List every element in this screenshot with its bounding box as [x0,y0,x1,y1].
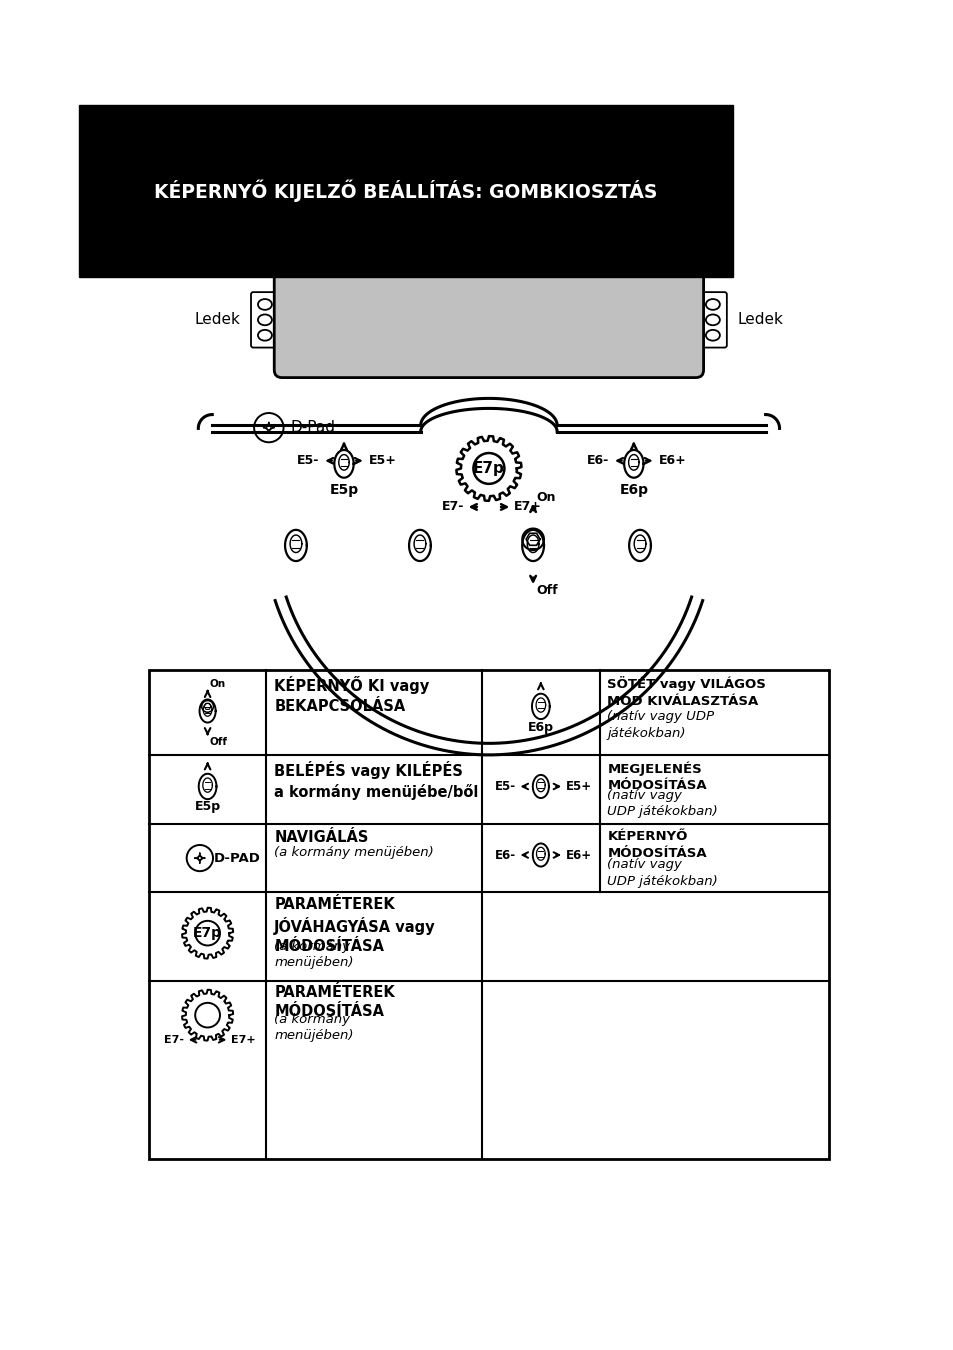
Bar [149,670,828,1160]
Text: E5p: E5p [329,483,358,497]
Text: E7-: E7- [164,1035,184,1045]
Text: E7p: E7p [193,926,222,940]
Text: On: On [210,679,226,688]
Text: NAVIGÁLÁS: NAVIGÁLÁS [274,830,368,845]
Text: E7+: E7+ [231,1035,255,1045]
Text: KÉPERNYŐ KIJELZŐ BEÁLLÍTÁS: GOMBKIOSZTÁS: KÉPERNYŐ KIJELZŐ BEÁLLÍTÁS: GOMBKIOSZTÁS [154,180,657,202]
Text: (natív vagy
UDP játékokban): (natív vagy UDP játékokban) [607,859,718,887]
Text: E6p: E6p [618,483,648,497]
Text: D-PAD: D-PAD [213,852,260,864]
Text: E6+: E6+ [658,454,685,467]
Text: On: On [536,491,555,504]
Text: KÉPERNYŐ KI vagy
BEKAPCSOLÁSA: KÉPERNYŐ KI vagy BEKAPCSOLÁSA [274,676,429,714]
Text: E6-: E6- [495,849,516,861]
Text: (a kormány
menüjében): (a kormány menüjében) [274,940,354,969]
Text: Ledek: Ledek [465,234,512,248]
Text: MEGJELENÉS
MÓDOSÍTÁSA: MEGJELENÉS MÓDOSÍTÁSA [607,761,706,792]
Text: E5+: E5+ [369,454,396,467]
Text: E7p: E7p [473,460,504,477]
FancyBboxPatch shape [274,201,703,378]
Text: E5-: E5- [495,780,516,792]
Text: (natív vagy
UDP játékokban): (natív vagy UDP játékokban) [607,788,718,818]
Circle shape [473,454,504,483]
Text: SÖTÉT vagy VILÁGOS
MÓD KIVÁLASZTÁSA: SÖTÉT vagy VILÁGOS MÓD KIVÁLASZTÁSA [607,676,765,707]
Text: E7-: E7- [441,501,464,513]
Text: BELÉPÉS vagy KILÉPÉS
a kormány menüjébe/ből: BELÉPÉS vagy KILÉPÉS a kormány menüjébe/… [274,761,478,801]
Text: (a kormány menüjében): (a kormány menüjében) [274,845,434,859]
Text: E5p: E5p [194,801,220,813]
Text: PARAMÉTEREK
JÓVÁHAGYÁSA vagy
MÓDOSÍTÁSA: PARAMÉTEREK JÓVÁHAGYÁSA vagy MÓDOSÍTÁSA [274,896,436,954]
Text: D-Pad: D-Pad [291,420,335,435]
Circle shape [195,1003,220,1027]
Text: Ledek: Ledek [737,312,782,327]
Text: E5+: E5+ [565,780,591,792]
Text: PARAMÉTEREK
MÓDOSÍTÁSA: PARAMÉTEREK MÓDOSÍTÁSA [274,986,395,1019]
Text: E6p: E6p [527,721,554,734]
Text: E5-: E5- [296,454,319,467]
Text: Off: Off [536,583,558,597]
Text: E6+: E6+ [565,849,591,861]
Text: (natív vagy UDP
játékokban): (natív vagy UDP játékokban) [607,710,714,740]
Text: Off: Off [210,737,228,747]
Text: (a kormány
menüjében): (a kormány menüjében) [274,1012,354,1042]
Text: E6-: E6- [586,454,608,467]
Circle shape [195,921,220,945]
Text: E7+: E7+ [513,501,541,513]
Text: Ledek: Ledek [194,312,240,327]
Text: KÉPERNYŐ
MÓDOSÍTÁSA: KÉPERNYŐ MÓDOSÍTÁSA [607,830,706,860]
